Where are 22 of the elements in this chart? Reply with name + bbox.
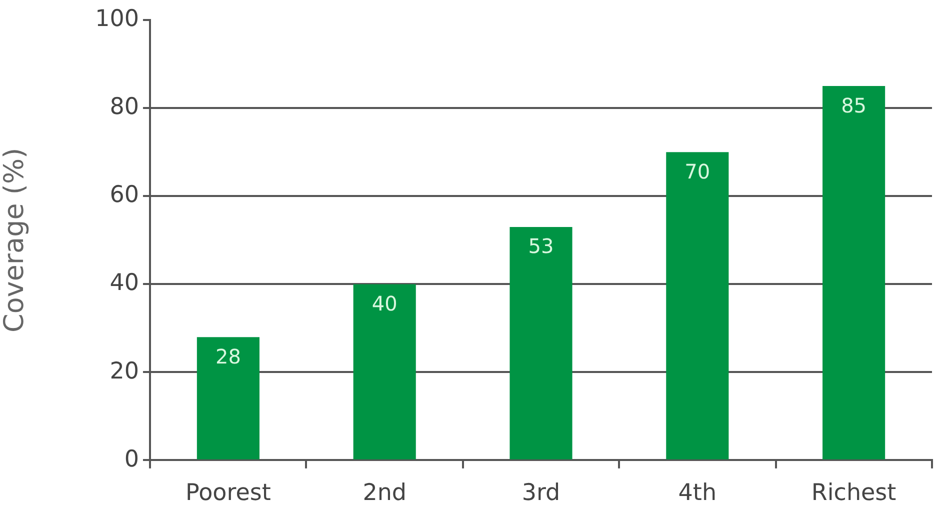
y-tick-label: 100 [95, 6, 139, 32]
data-label: 53 [528, 234, 554, 258]
bar [353, 284, 416, 460]
x-tick-label: 3rd [522, 480, 560, 506]
bar [510, 226, 572, 460]
x-tick-label: 4th [678, 480, 717, 506]
data-label: 70 [684, 159, 710, 184]
bar [822, 86, 886, 460]
x-tick-label: 2nd [362, 480, 407, 506]
bar [666, 152, 729, 460]
data-label: 28 [215, 344, 241, 368]
y-tick-label: 40 [110, 270, 139, 296]
y-tick-label: 0 [124, 446, 139, 472]
data-label: 40 [372, 291, 398, 316]
x-tick-label: Richest [811, 480, 896, 506]
data-label: 85 [841, 93, 867, 118]
y-tick-label: 60 [110, 182, 139, 208]
bar [196, 337, 260, 460]
y-tick-label: 20 [110, 358, 139, 384]
y-axis-title: Coverage (%) [0, 148, 30, 333]
y-tick-label: 80 [110, 94, 139, 120]
x-tick-label: Poorest [186, 480, 271, 506]
